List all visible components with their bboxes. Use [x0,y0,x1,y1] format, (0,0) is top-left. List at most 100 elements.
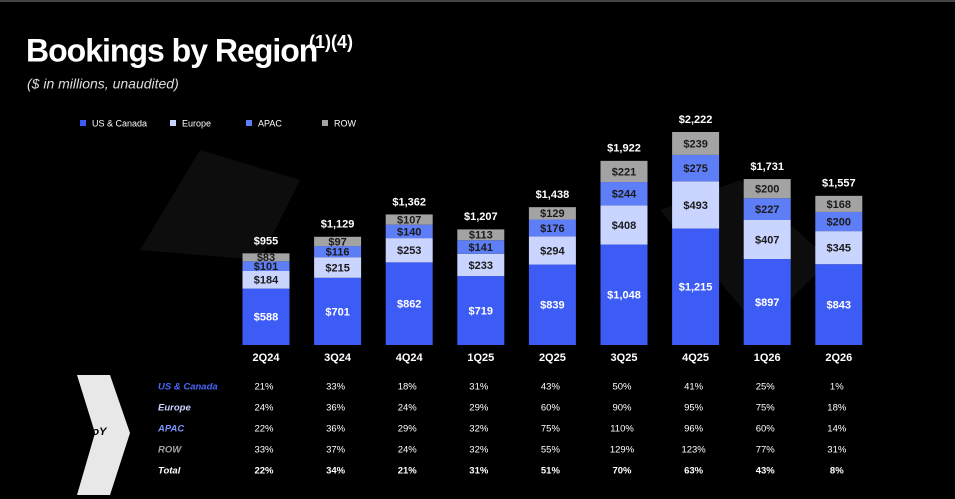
segment-label: $200 [827,216,851,228]
table-cell: 21% [254,382,274,393]
bar-segment [743,179,791,199]
segment-label: $221 [612,166,636,178]
bar-segment [385,262,433,345]
total-label: $1,557 [822,178,856,190]
table-cell: 60% [756,424,776,435]
row-label: Total [158,466,181,477]
table-cell: 25% [756,382,776,393]
bar-segment [314,246,362,258]
segment-label: $176 [540,223,564,235]
x-tick-label: 1Q26 [754,352,781,364]
legend-label: APAC [258,118,282,128]
segment-label: $1,048 [607,290,641,302]
x-tick-label: 3Q25 [611,352,638,364]
bar-segment [314,277,362,345]
segment-label: $97 [328,236,346,248]
bar-segment [385,238,433,263]
legend-swatch [170,120,176,126]
bar-segment [743,219,791,260]
table-cell: 32% [469,424,489,435]
bar-segment [672,132,720,155]
table-cell: 70% [612,466,632,477]
row-label: US & Canada [158,382,218,393]
table-cell: 29% [469,403,489,414]
segment-label: $184 [254,275,279,287]
segment-label: $1,215 [679,282,713,294]
segment-label: $141 [469,242,493,254]
bar-segment [600,160,648,183]
yoy-chevron [77,375,130,495]
table-cell: 50% [612,382,632,393]
segment-label: $493 [683,200,707,212]
bar-segment [385,224,433,239]
bar-segment [672,228,720,345]
bar-segment [672,154,720,182]
table-cell: 1% [830,382,844,393]
bar-segment [242,288,290,345]
legend-label: ROW [334,118,357,128]
table-cell: 31% [469,466,489,477]
x-tick-label: 2Q26 [825,352,852,364]
x-tick-label: 1Q25 [467,352,494,364]
total-label: $1,731 [750,161,784,173]
total-label: $1,362 [392,196,426,208]
row-label: ROW [158,445,182,456]
bar-segment [528,219,576,237]
table-cell: 75% [756,403,776,414]
bar-segment [457,276,505,345]
segment-label: $116 [326,247,350,259]
table-cell: 36% [326,424,346,435]
total-label: $1,129 [321,219,355,231]
watermark [140,150,300,260]
table-cell: 129% [610,445,635,456]
table-cell: 33% [254,445,274,456]
row-label: Europe [158,403,191,414]
table-header: YoY [86,426,109,438]
segment-label: $239 [683,138,707,150]
segment-label: $227 [755,204,779,216]
total-label: $2,222 [679,114,713,126]
table-cell: 33% [326,382,346,393]
legend-swatch [246,120,252,126]
segment-label: $275 [683,163,707,175]
bar-segment [457,229,505,241]
table-cell: 24% [254,403,274,414]
table-cell: 43% [756,466,776,477]
segment-label: $701 [325,306,349,318]
bar-segment [600,182,648,206]
bar-segment [457,253,505,277]
segment-label: $253 [397,245,421,257]
segment-label: $83 [257,252,275,264]
segment-label: $107 [397,214,421,226]
table-cell: 37% [326,445,346,456]
segment-label: $588 [254,312,278,324]
x-tick-label: 2Q24 [253,352,281,364]
total-label: $1,207 [464,211,498,223]
table-cell: 34% [326,466,346,477]
segment-label: $407 [755,234,779,246]
bar-segment [528,207,576,220]
table-cell: 55% [541,445,561,456]
bar-segment [242,270,290,289]
segment-label: $113 [469,230,493,242]
segment-label: $719 [469,305,493,317]
bar-segment [743,259,791,345]
segment-label: $140 [397,226,421,238]
table-cell: 21% [398,466,418,477]
legend-swatch [80,120,86,126]
bar-segment [528,236,576,265]
legend-label: Europe [182,118,211,128]
segment-label: $862 [397,299,421,311]
legend-swatch [322,120,328,126]
x-tick-label: 4Q25 [682,352,709,364]
table-cell: 77% [756,445,776,456]
total-label: $1,438 [536,189,570,201]
table-cell: 14% [827,424,847,435]
bar-segment [743,198,791,220]
segment-label: $843 [827,300,851,312]
table-cell: 123% [681,445,706,456]
bar-segment [242,261,290,271]
bar-segment [815,195,863,212]
bar-segment [815,231,863,265]
